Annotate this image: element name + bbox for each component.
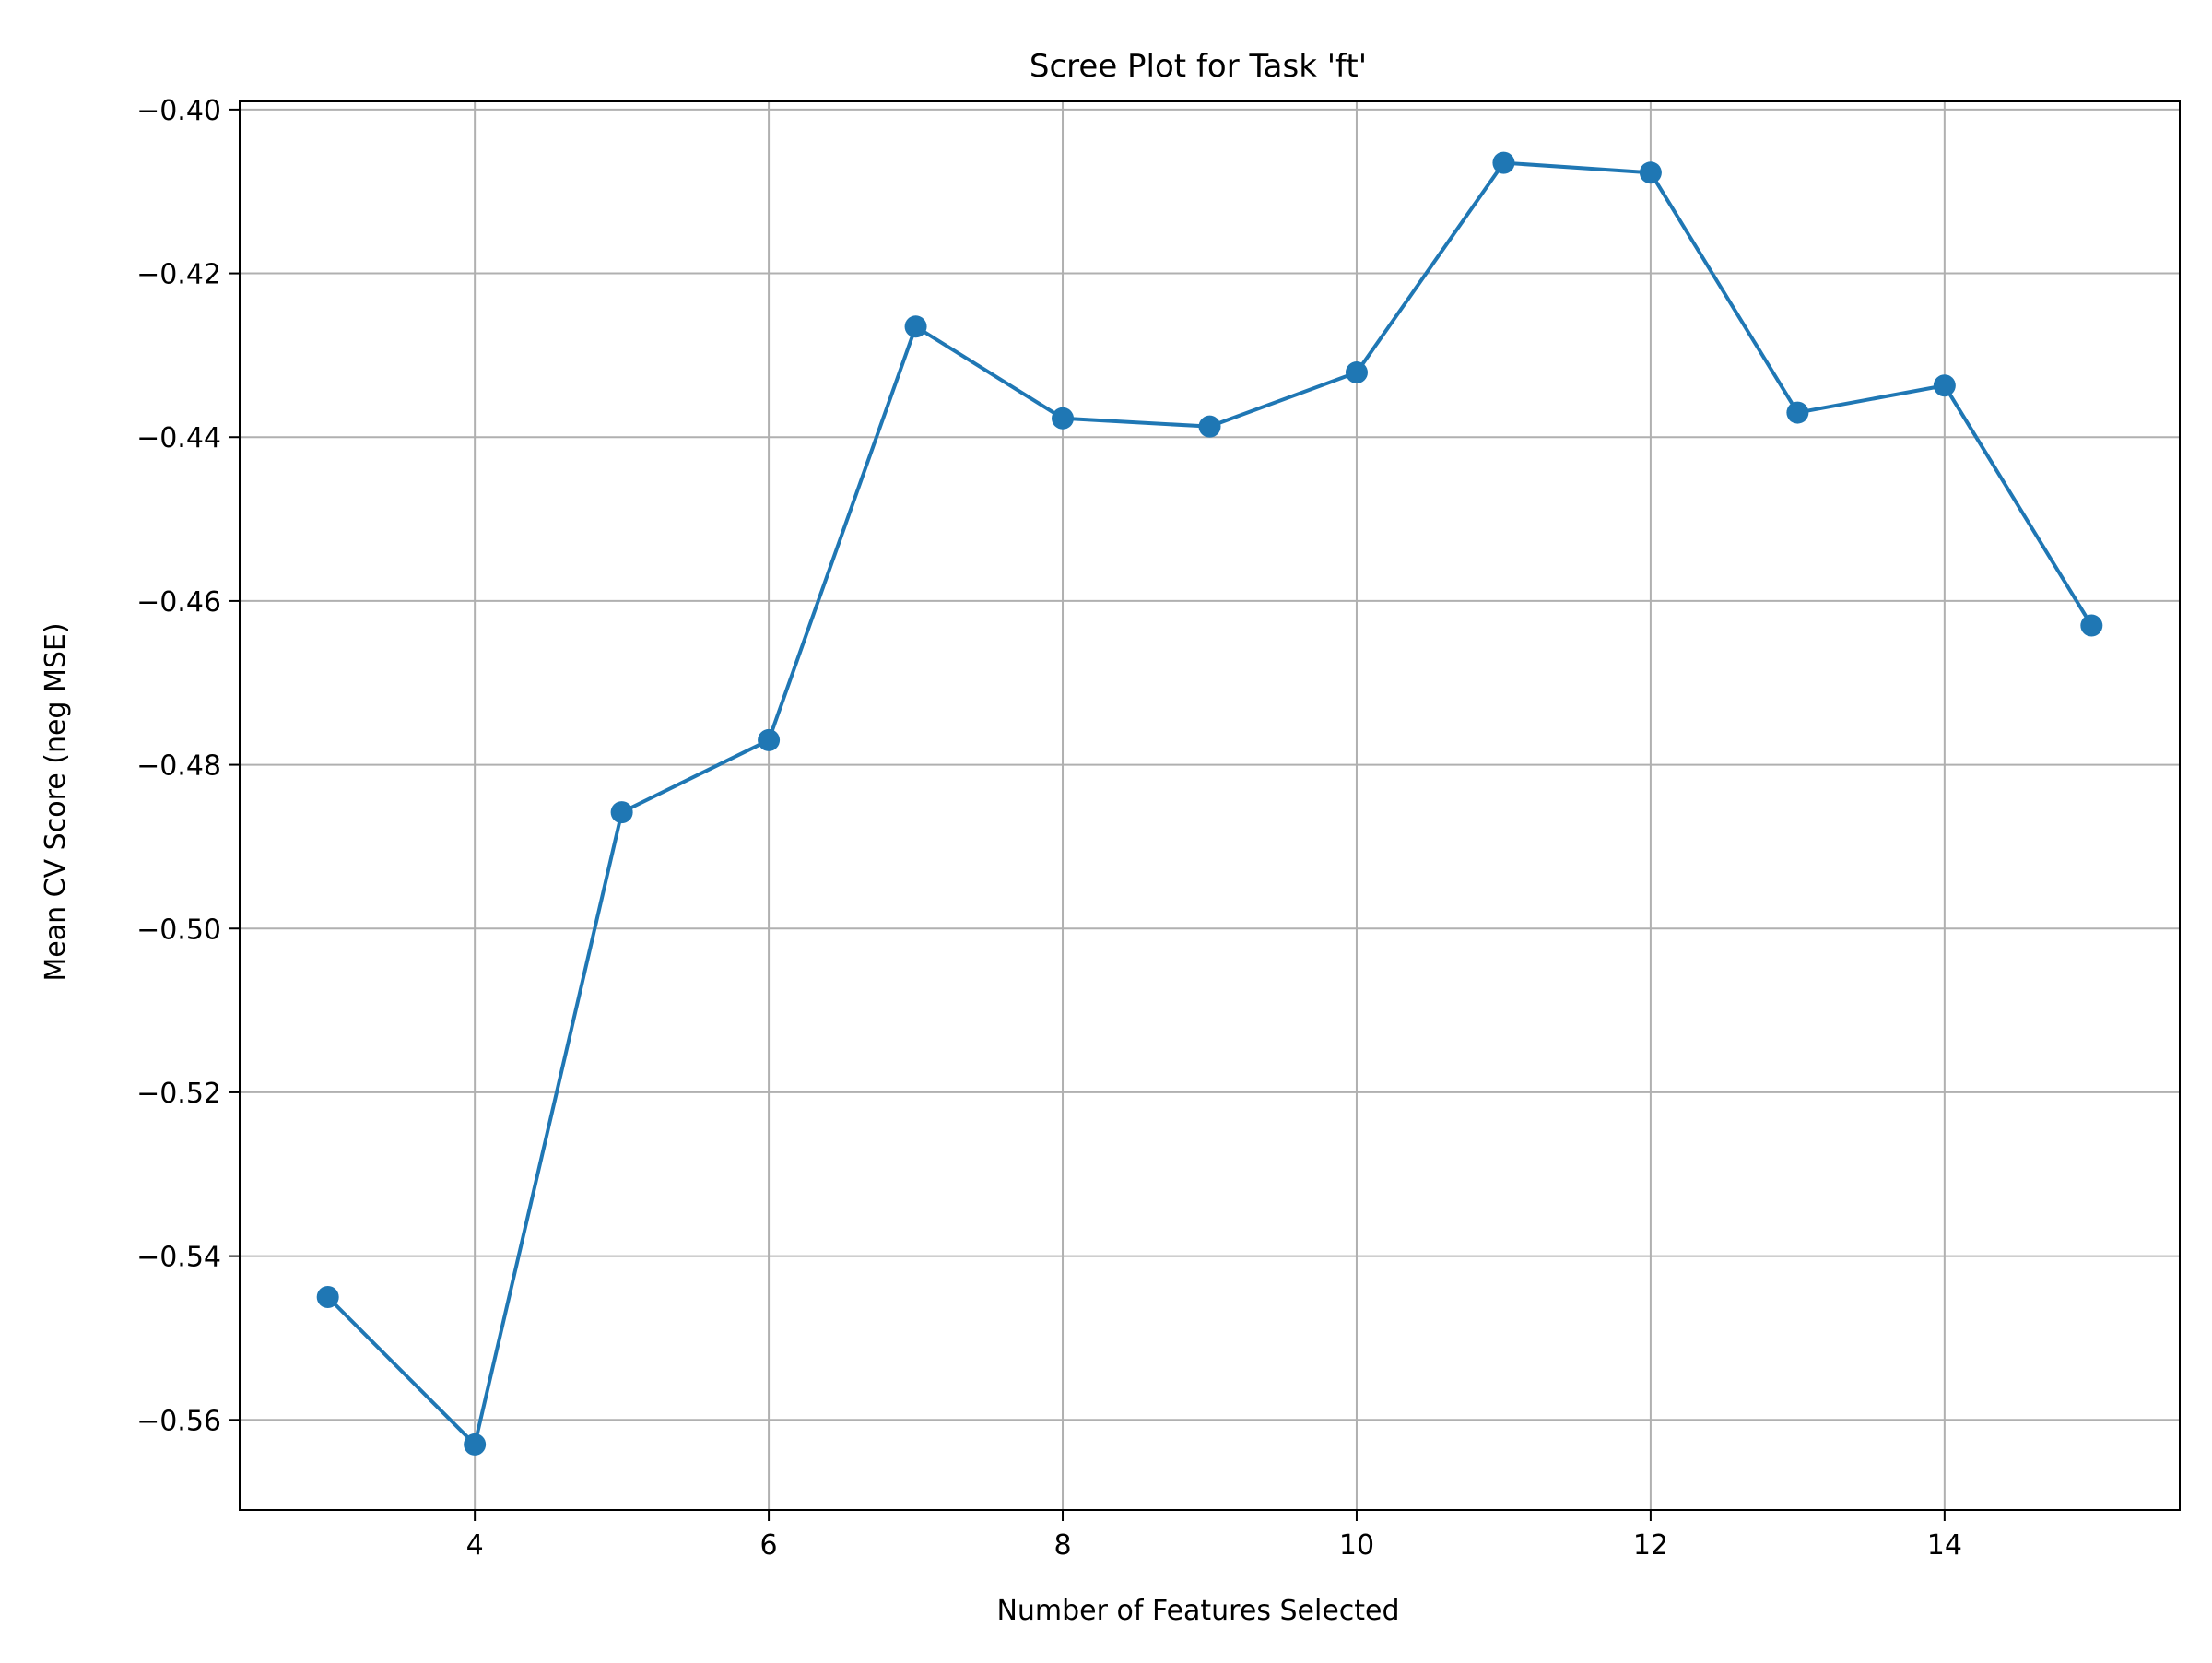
y-tick-label: −0.40 [136,95,221,127]
data-point [1345,361,1368,384]
data-point [1198,415,1221,438]
data-point [1639,161,1662,184]
data-point [1492,151,1515,174]
data-points [316,151,2103,1456]
x-tick-label: 12 [1633,1529,1668,1562]
data-point [1052,407,1075,430]
data-point [1933,374,1956,397]
y-tick-label: −0.54 [136,1242,221,1274]
data-point [2080,614,2103,637]
x-tick-label: 10 [1339,1529,1374,1562]
y-tick-label: −0.56 [136,1405,221,1437]
data-point [758,728,781,751]
x-tick-label: 14 [1927,1529,1962,1562]
data-point [610,801,633,824]
chart-title: Scree Plot for Task 'ft' [1030,48,1367,85]
x-tick-label: 6 [760,1529,778,1562]
x-tick-label: 4 [466,1529,484,1562]
data-point [316,1286,339,1309]
y-tick-label: −0.44 [136,422,221,454]
y-axis-ticks: −0.56 −0.54 −0.52 −0.50 −0.48 −0.46 −0.44 −0.42… [136,95,240,1437]
y-tick-label: −0.42 [136,259,221,291]
y-tick-label: −0.48 [136,750,221,783]
y-tick-label: −0.46 [136,586,221,619]
y-axis-label: Mean CV Score (neg MSE) [40,622,72,981]
x-axis-label: Number of Features Selected [996,1595,1399,1627]
data-point [464,1433,487,1456]
y-tick-label: −0.50 [136,914,221,946]
x-tick-label: 8 [1053,1529,1071,1562]
x-axis-ticks: 4 6 8 10 12 14 [466,1510,1962,1562]
y-tick-label: −0.52 [136,1078,221,1110]
plot-frame [239,100,2181,1511]
data-point [1786,401,1809,424]
data-point [904,315,927,338]
